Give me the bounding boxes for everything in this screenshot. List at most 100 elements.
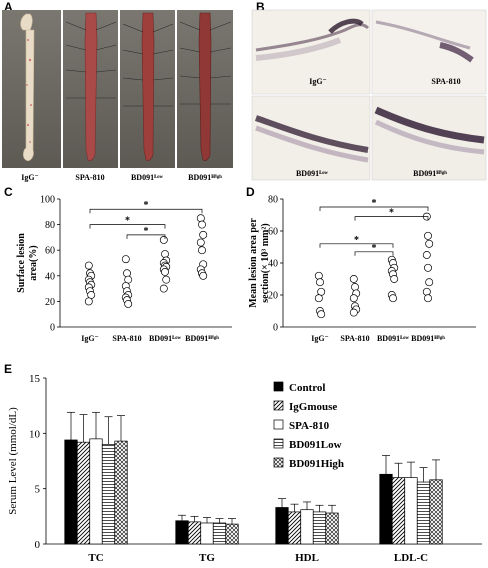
panel-b-label-spa810: SPA-810 — [431, 77, 460, 86]
chart-c-point — [198, 220, 206, 229]
chart-c-point — [199, 271, 208, 280]
aorta-bd091high — [198, 12, 212, 161]
chart-c-significance-star: * — [144, 226, 149, 237]
chart-c-significance-star: * — [144, 200, 149, 211]
aorta-bd091low — [141, 12, 155, 161]
chart-c-ytick-label: 100 — [40, 195, 55, 206]
chart-e-legend-swatch — [273, 438, 284, 449]
chart-e-ytick-label: 15 — [29, 373, 41, 385]
chart-c-point — [198, 246, 206, 255]
chart-e-bar — [200, 522, 214, 545]
panel-a-label-bd091high: BD091ᴴⁱᵍʰ — [188, 173, 222, 182]
chart-d-point — [424, 294, 432, 303]
panel-b-label-bd091low: BD091ᴸᵒʷ — [296, 169, 329, 178]
chart-d-point — [424, 263, 432, 272]
chart-d-xtick-label: BD091ᴴⁱᵍʰ — [411, 334, 445, 343]
chart-e-bar — [187, 521, 202, 545]
aorta-spa810 — [84, 12, 98, 161]
chart-d-point — [317, 310, 326, 319]
panel-e-letter: E — [4, 362, 13, 376]
chart-e-bar — [212, 522, 227, 545]
chart-c-ylabel: Surface lesion — [16, 233, 27, 293]
chart-e-legend-swatch — [273, 457, 284, 468]
chart-d-ylabel: section(× 10³ mm²) — [260, 223, 271, 302]
chart-d-significance-bracket — [319, 206, 429, 211]
chart-e-bar — [325, 512, 339, 545]
chart-d-point — [314, 294, 323, 303]
chart-c-point — [159, 236, 168, 244]
panel-b-label-bd091high: BD091ᴴⁱᵍʰ — [413, 169, 447, 178]
chart-c-ytick-label: 0 — [50, 323, 55, 334]
chart-e-bar — [429, 479, 443, 545]
chart-d-point — [389, 294, 397, 303]
chart-c-ytick-label: 60 — [45, 246, 55, 257]
chart-e-bar — [101, 444, 116, 545]
panel-d-letter: D — [246, 185, 255, 199]
chart-d-significance-star: * — [389, 208, 394, 219]
chart-c-point — [161, 268, 169, 276]
chart-c-ytick-label: 20 — [45, 297, 55, 308]
chart-c-xtick-label: SPA-810 — [112, 334, 141, 343]
chart-c-significance-star: * — [125, 216, 130, 227]
chart-c-xtick-label: BD091ᴸᵒʷ — [149, 334, 182, 343]
chart-d-point — [349, 308, 358, 317]
chart-e-xtick-label: HDL — [295, 552, 319, 564]
chart-c-ytick-label: 40 — [45, 271, 55, 282]
chart-c-point — [162, 275, 171, 284]
chart-c-point — [84, 297, 93, 306]
chart-d-significance-bracket — [354, 251, 394, 256]
chart-e-legend-swatch — [273, 400, 284, 411]
panel-c-letter: C — [4, 185, 13, 199]
chart-e-bar — [379, 473, 393, 545]
chart-d-point — [425, 239, 434, 248]
chart-d-xtick-label: SPA-810 — [340, 334, 369, 343]
chart-e-bar — [114, 440, 128, 545]
chart-c-point — [124, 300, 133, 308]
chart-e-xtick-label: TC — [88, 552, 103, 564]
chart-d-point — [390, 275, 399, 283]
chart-c-xtick-label: IgG⁻ — [81, 334, 99, 343]
chart-e-bar — [391, 477, 406, 545]
aorta-spa810-pins — [65, 21, 117, 99]
chart-e-legend-label: Control — [289, 382, 325, 394]
aorta-bd091high-pins — [179, 21, 232, 105]
chart-c-point — [196, 238, 205, 247]
histology-igg — [251, 9, 371, 95]
chart-c-significance-bracket — [126, 234, 166, 239]
chart-e-bar — [64, 439, 78, 545]
chart-d-ylabel: Mean lesion area per — [248, 218, 259, 308]
chart-e-bar — [287, 511, 302, 545]
chart-d-significance-star: * — [372, 243, 377, 254]
chart-e-legend-label: BD091Low — [289, 439, 342, 451]
chart-d-xtick-label: IgG⁻ — [311, 334, 329, 343]
chart-e-xtick-label: LDL-C — [394, 552, 428, 564]
aorta-igg — [20, 13, 35, 161]
chart-d-point — [349, 294, 358, 303]
chart-c-point — [84, 261, 93, 270]
chart-d-point — [422, 251, 431, 259]
chart-c-ytick-label: 80 — [45, 220, 55, 231]
chart-d-significance-star: * — [372, 198, 377, 209]
chart-d-point — [424, 231, 432, 240]
chart-e-bar — [89, 438, 103, 545]
aorta-igg-spots — [26, 39, 32, 143]
panel-a-label-spa810: SPA-810 — [75, 173, 104, 182]
chart-e-legend-swatch — [273, 381, 284, 392]
chart-c-significance-bracket — [89, 208, 203, 214]
panel-a-label-igg: IgG⁻ — [21, 173, 39, 182]
chart-c-point — [121, 255, 130, 264]
chart-d-significance-bracket — [319, 243, 394, 248]
chart-e-bar — [275, 507, 289, 545]
aorta-bd091low-pins — [122, 23, 174, 107]
chart-e-xtick-label: TG — [199, 552, 215, 564]
chart-d-point — [316, 278, 324, 287]
chart-e-ytick-label: 10 — [29, 428, 41, 440]
chart-e-bar — [404, 477, 418, 545]
panel-a-letter: A — [4, 0, 13, 14]
chart-e-bar — [300, 509, 314, 545]
chart-e-ytick-label: 5 — [35, 484, 41, 496]
